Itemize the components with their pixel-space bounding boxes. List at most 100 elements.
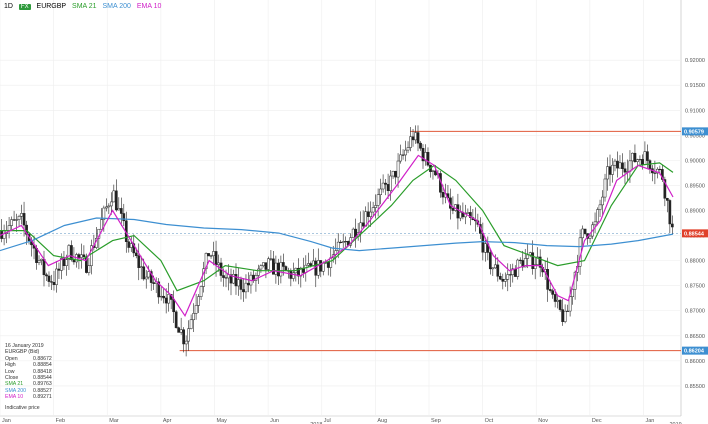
candle-body (129, 243, 133, 248)
candle (209, 254, 213, 259)
candle (411, 129, 415, 147)
candle-body (381, 182, 385, 190)
candle (12, 210, 16, 222)
candle-body (361, 222, 365, 227)
candle (17, 214, 21, 227)
candle-body (45, 274, 48, 277)
candle-body (17, 216, 21, 220)
candle (269, 250, 273, 262)
candle (488, 249, 492, 275)
candle (623, 161, 627, 184)
candle (616, 151, 619, 178)
candle (137, 243, 141, 281)
y-tick-label: 0.91000 (685, 108, 705, 114)
candle (571, 288, 574, 305)
candle-body (389, 175, 392, 191)
candle (179, 317, 183, 335)
candle-body (104, 206, 108, 209)
candle (638, 155, 642, 165)
candle (139, 255, 143, 280)
candle (47, 271, 51, 287)
candle-body (217, 262, 220, 265)
candlesticks (0, 125, 674, 357)
candle-body (306, 263, 310, 266)
candle-body (274, 262, 278, 275)
y-tick-label: 0.89500 (685, 183, 705, 189)
candle (406, 141, 410, 154)
candle (267, 256, 270, 273)
instrument-label[interactable]: EURGBP (36, 3, 67, 10)
indicator-lines (0, 154, 674, 318)
candle-body (596, 209, 599, 223)
y-tick-label: 0.86500 (685, 334, 705, 340)
candle-body (109, 201, 113, 207)
candle-body (237, 279, 240, 287)
indicator-ema10-label[interactable]: EMA 10 (136, 3, 162, 10)
candle-body (182, 329, 185, 345)
candle-body (282, 262, 285, 267)
candle (119, 197, 123, 226)
candle-body (658, 168, 662, 171)
candle (491, 267, 495, 276)
candle-body (47, 275, 51, 282)
candle (511, 263, 515, 283)
candle-body (608, 166, 612, 175)
indicator-sma21-label[interactable]: SMA 21 (72, 3, 97, 10)
candle (498, 272, 502, 281)
indicator-sma200-label[interactable]: SMA 200 (102, 3, 131, 10)
candle-body (369, 211, 372, 217)
x-tick-label: Dec (592, 418, 602, 424)
candle (80, 243, 83, 269)
candle (538, 249, 542, 277)
info-value: 0.88544 (33, 375, 52, 382)
candle-body (508, 274, 512, 276)
candle (533, 257, 537, 280)
info-key: EMA 10 (5, 394, 24, 401)
candle (77, 252, 81, 270)
candle (20, 204, 23, 225)
candle-body (613, 160, 617, 166)
candle-body (561, 309, 564, 322)
candle-body (289, 270, 293, 279)
candle (401, 149, 405, 160)
candle (279, 255, 283, 284)
candle-body (15, 219, 18, 221)
candle-body (52, 282, 56, 285)
candle-body (132, 243, 136, 254)
candle (262, 262, 265, 268)
candle-body (60, 258, 63, 271)
candle (611, 158, 614, 183)
candle (518, 257, 522, 264)
timeframe-label[interactable]: 1D (4, 3, 13, 10)
year-label: 2019 (670, 422, 682, 424)
series-line-ema10 (0, 154, 674, 318)
candle-body (488, 252, 492, 270)
candle (62, 250, 66, 271)
candle (593, 212, 597, 234)
candle-body (82, 254, 86, 257)
candle-body (10, 219, 13, 226)
candle-body (501, 278, 505, 282)
candle-body (326, 261, 330, 268)
candle (361, 210, 365, 229)
candle-body (192, 313, 195, 321)
candle-body (426, 152, 430, 166)
candle (568, 286, 572, 317)
candle-body (37, 260, 41, 263)
candle-body (379, 188, 382, 195)
candle-body (344, 241, 348, 243)
candle (391, 170, 395, 179)
candle-body (157, 281, 161, 298)
candle (90, 239, 93, 275)
candle (244, 274, 248, 299)
candle (379, 178, 382, 205)
candle-body (77, 254, 81, 258)
candle (329, 247, 333, 277)
candle (371, 201, 375, 216)
x-tick-label: May (216, 418, 227, 424)
candle-body (424, 152, 427, 162)
candle (97, 228, 101, 250)
info-row: SMA 21 0.89763 (5, 381, 52, 387)
series-line-sma21 (0, 162, 674, 292)
